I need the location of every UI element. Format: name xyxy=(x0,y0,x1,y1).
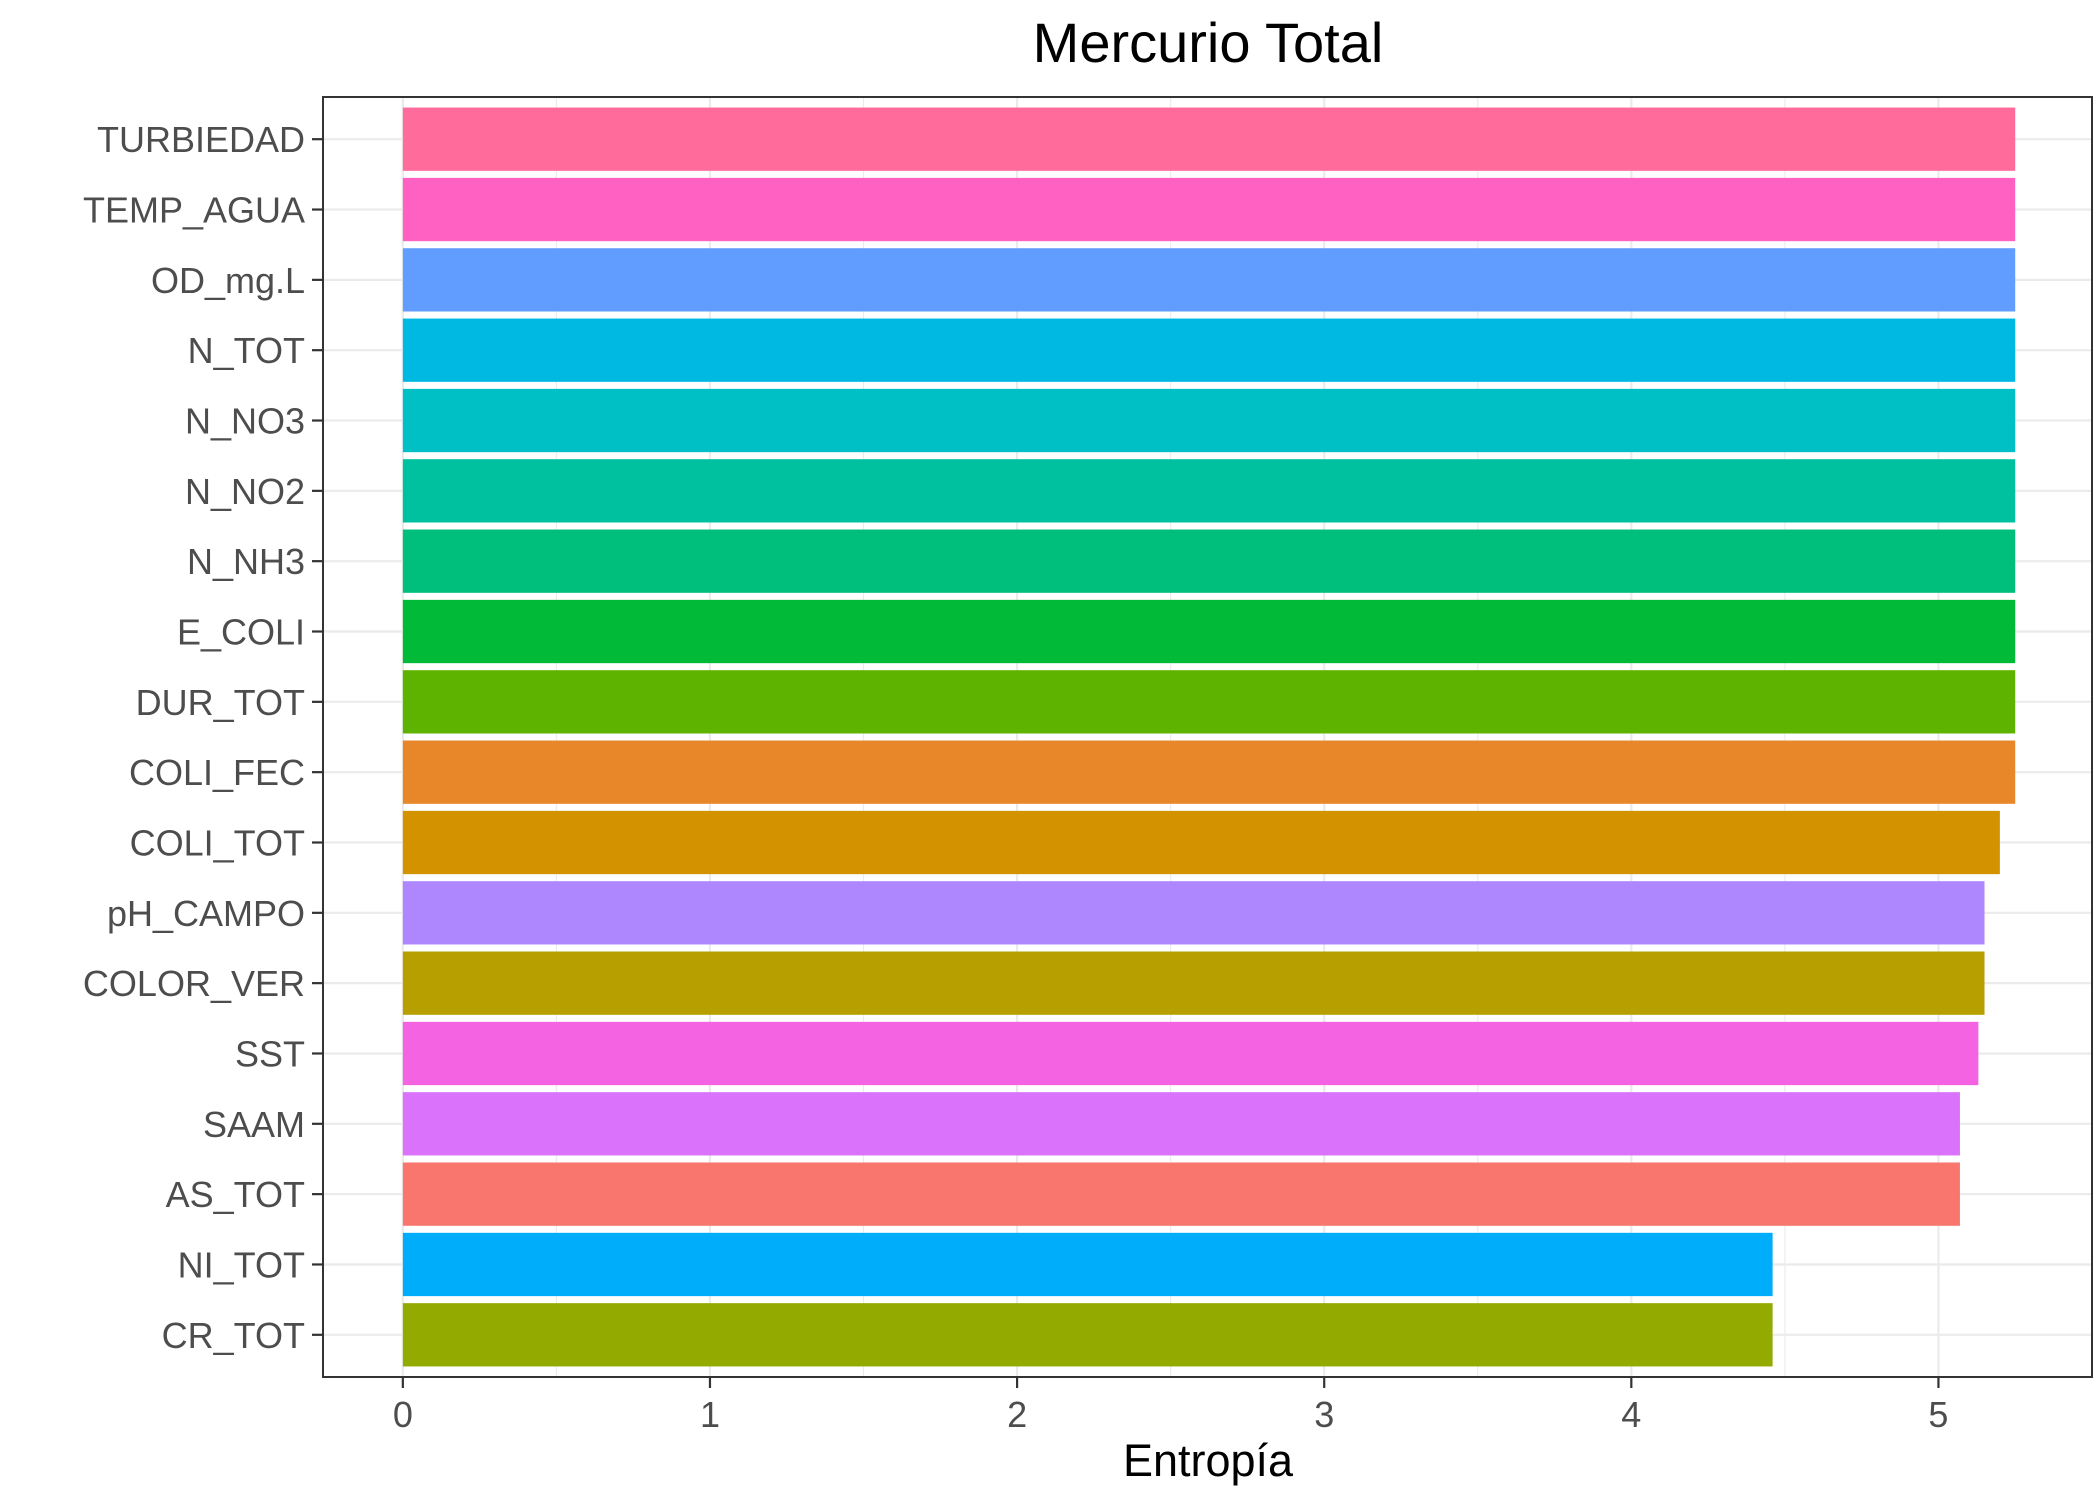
bar-temp-agua xyxy=(402,177,2016,242)
y-axis: TURBIEDAD TEMP_AGUA OD_mg.L N_TOT N_NO3 N_NO2… xyxy=(83,119,323,1356)
bar-turbiedad xyxy=(402,107,2016,171)
y-tick-label: N_TOT xyxy=(188,330,305,371)
bars xyxy=(402,107,2016,1367)
chart-title: Mercurio Total xyxy=(1033,11,1384,74)
y-tick-label: N_NH3 xyxy=(187,541,305,582)
bar-n-no3 xyxy=(402,388,2016,453)
y-tick-label: TURBIEDAD xyxy=(97,119,305,160)
bar-ni-tot xyxy=(402,1232,1773,1297)
x-tick-label: 2 xyxy=(1007,1394,1027,1435)
y-tick-label: AS_TOT xyxy=(166,1174,305,1215)
x-tick-label: 0 xyxy=(393,1394,413,1435)
bar-coli-tot xyxy=(402,810,2000,875)
y-tick-label: SAAM xyxy=(203,1104,305,1145)
x-tick-label: 5 xyxy=(1928,1394,1948,1435)
bar-color-ver xyxy=(402,951,1985,1015)
x-tick-label: 1 xyxy=(700,1394,720,1435)
y-tick-label: E_COLI xyxy=(177,612,305,653)
bar-coli-fec xyxy=(402,740,2016,804)
bar-od-mg-l xyxy=(402,248,2016,312)
x-tick-label: 4 xyxy=(1621,1394,1641,1435)
y-tick-label: DUR_TOT xyxy=(136,682,305,723)
bar-n-no2 xyxy=(402,459,2016,523)
bar-saam xyxy=(402,1092,1960,1156)
y-tick-label: COLI_TOT xyxy=(130,822,305,863)
panel-border xyxy=(322,96,2093,1378)
bar-sst xyxy=(402,1021,1979,1086)
bar-as-tot xyxy=(402,1162,1960,1226)
bar-n-nh3 xyxy=(402,529,2016,593)
bar-e-coli xyxy=(402,599,2016,664)
bar-cr-tot xyxy=(402,1303,1773,1367)
y-tick-label: CR_TOT xyxy=(162,1315,305,1356)
x-axis-title: Entropía xyxy=(1123,1435,1294,1486)
bar-n-tot xyxy=(402,318,2016,382)
y-tick-label: SST xyxy=(235,1033,305,1074)
y-tick-label: TEMP_AGUA xyxy=(83,190,305,231)
y-tick-label: NI_TOT xyxy=(178,1244,305,1285)
y-tick-label: N_NO3 xyxy=(185,401,305,442)
x-tick-label: 3 xyxy=(1314,1394,1334,1435)
y-tick-label: pH_CAMPO xyxy=(107,893,305,934)
x-axis: 0 1 2 3 4 5 xyxy=(393,1377,1948,1435)
y-tick-label: N_NO2 xyxy=(185,471,305,512)
y-tick-label: COLOR_VER xyxy=(83,963,305,1004)
y-tick-label: OD_mg.L xyxy=(151,260,305,301)
bar-dur-tot xyxy=(402,670,2016,734)
y-tick-label: COLI_FEC xyxy=(129,752,305,793)
bar-ph-campo xyxy=(402,881,1985,945)
